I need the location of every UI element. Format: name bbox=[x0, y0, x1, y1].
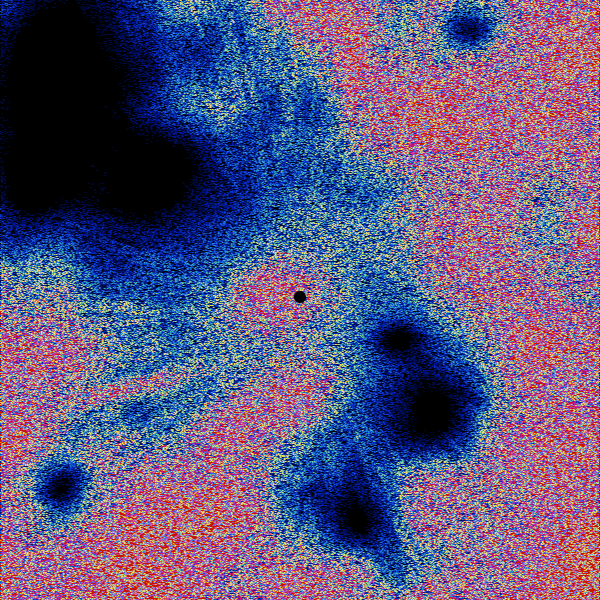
detector-image-viewport: False-color scattering pattern jet-like … bbox=[0, 0, 600, 600]
scattering-pattern-canvas bbox=[0, 0, 600, 600]
